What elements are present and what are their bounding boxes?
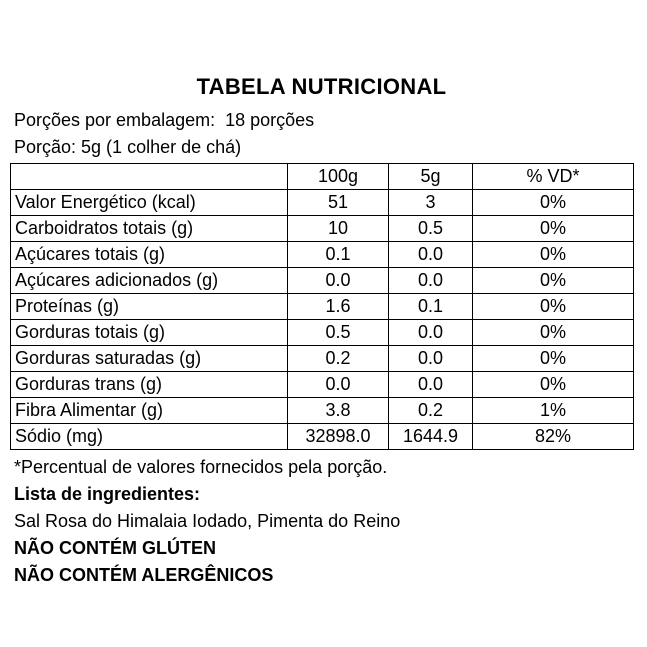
value-100g-cell: 0.1 bbox=[287, 241, 389, 268]
claim-line: NÃO CONTÉM ALERGÊNICOS bbox=[14, 565, 274, 585]
nutrition-table-header: 100g 5g % VD* bbox=[10, 163, 634, 190]
nutrition-table: 100g 5g % VD* Valor Energético (kcal) 51 3… bbox=[10, 163, 634, 450]
value-100g-cell: 1.6 bbox=[287, 293, 389, 320]
footer-block: *Percentual de valores fornecidos pela p… bbox=[10, 454, 633, 589]
ingredients-heading: Lista de ingredientes: bbox=[14, 484, 201, 504]
value-5g-cell: 0.2 bbox=[388, 397, 473, 424]
row-label-cell: Valor Energético (kcal) bbox=[10, 189, 288, 216]
header-row: 100g 5g % VD* bbox=[10, 163, 634, 190]
row-label-cell: Fibra Alimentar (g) bbox=[10, 397, 288, 424]
value-vd-cell: 0% bbox=[472, 241, 634, 268]
row-label-cell: Gorduras totais (g) bbox=[10, 319, 288, 346]
value-100g-cell: 32898.0 bbox=[287, 423, 389, 450]
ingredients-list: Sal Rosa do Himalaia Iodado, Pimenta do … bbox=[14, 511, 401, 531]
row-label-cell: Gorduras saturadas (g) bbox=[10, 345, 288, 372]
value-5g-cell: 3 bbox=[388, 189, 473, 216]
header-5g-cell: 5g bbox=[388, 163, 473, 190]
value-5g-cell: 1644.9 bbox=[388, 423, 473, 450]
value-vd-cell: 0% bbox=[472, 189, 634, 216]
value-vd-cell: 0% bbox=[472, 267, 634, 294]
value-100g-cell: 10 bbox=[287, 215, 389, 242]
claim-line: NÃO CONTÉM GLÚTEN bbox=[14, 538, 216, 558]
table-row: Açúcares adicionados (g) 0.0 0.0 0% bbox=[10, 267, 634, 294]
nutrition-table-body: Valor Energético (kcal) 51 3 0% Carboidratos… bbox=[10, 189, 634, 450]
value-vd-cell: 0% bbox=[472, 371, 634, 398]
value-100g-cell: 0.0 bbox=[287, 371, 389, 398]
value-5g-cell: 0.0 bbox=[388, 267, 473, 294]
row-label-cell: Sódio (mg) bbox=[10, 423, 288, 450]
table-row: Fibra Alimentar (g) 3.8 0.2 1% bbox=[10, 397, 634, 424]
header-empty-cell bbox=[10, 163, 288, 190]
servings-per-package-line: Porções por embalagem: 18 porções bbox=[14, 110, 315, 130]
value-5g-cell: 0.0 bbox=[388, 319, 473, 346]
claims: NÃO CONTÉM GLÚTEN NÃO CONTÉM ALERGÊNICOS bbox=[14, 535, 633, 589]
value-5g-cell: 0.0 bbox=[388, 371, 473, 398]
table-row: Gorduras trans (g) 0.0 0.0 0% bbox=[10, 371, 634, 398]
portion-size-line: Porção: 5g (1 colher de chá) bbox=[14, 137, 242, 157]
table-row: Açúcares totais (g) 0.1 0.0 0% bbox=[10, 241, 634, 268]
value-vd-cell: 0% bbox=[472, 215, 634, 242]
page-title: TABELA NUTRICIONAL bbox=[196, 74, 447, 99]
value-vd-cell: 0% bbox=[472, 293, 634, 320]
table-row: Proteínas (g) 1.6 0.1 0% bbox=[10, 293, 634, 320]
value-5g-cell: 0.5 bbox=[388, 215, 473, 242]
value-100g-cell: 0.2 bbox=[287, 345, 389, 372]
row-label-cell: Gorduras trans (g) bbox=[10, 371, 288, 398]
value-100g-cell: 0.0 bbox=[287, 267, 389, 294]
value-vd-cell: 82% bbox=[472, 423, 634, 450]
daily-value-footnote: *Percentual de valores fornecidos pela p… bbox=[14, 457, 388, 477]
row-label-cell: Açúcares totais (g) bbox=[10, 241, 288, 268]
value-100g-cell: 51 bbox=[287, 189, 389, 216]
value-vd-cell: 0% bbox=[472, 345, 634, 372]
value-5g-cell: 0.0 bbox=[388, 345, 473, 372]
header-vd-cell: % VD* bbox=[472, 163, 634, 190]
table-row: Gorduras totais (g) 0.5 0.0 0% bbox=[10, 319, 634, 346]
table-row: Carboidratos totais (g) 10 0.5 0% bbox=[10, 215, 634, 242]
row-label-cell: Carboidratos totais (g) bbox=[10, 215, 288, 242]
table-row: Sódio (mg) 32898.0 1644.9 82% bbox=[10, 423, 634, 450]
row-label-cell: Açúcares adicionados (g) bbox=[10, 267, 288, 294]
table-row: Valor Energético (kcal) 51 3 0% bbox=[10, 189, 634, 216]
value-100g-cell: 0.5 bbox=[287, 319, 389, 346]
value-5g-cell: 0.1 bbox=[388, 293, 473, 320]
table-row: Gorduras saturadas (g) 0.2 0.0 0% bbox=[10, 345, 634, 372]
value-vd-cell: 1% bbox=[472, 397, 634, 424]
value-vd-cell: 0% bbox=[472, 319, 634, 346]
value-5g-cell: 0.0 bbox=[388, 241, 473, 268]
row-label-cell: Proteínas (g) bbox=[10, 293, 288, 320]
value-100g-cell: 3.8 bbox=[287, 397, 389, 424]
header-100g-cell: 100g bbox=[287, 163, 389, 190]
